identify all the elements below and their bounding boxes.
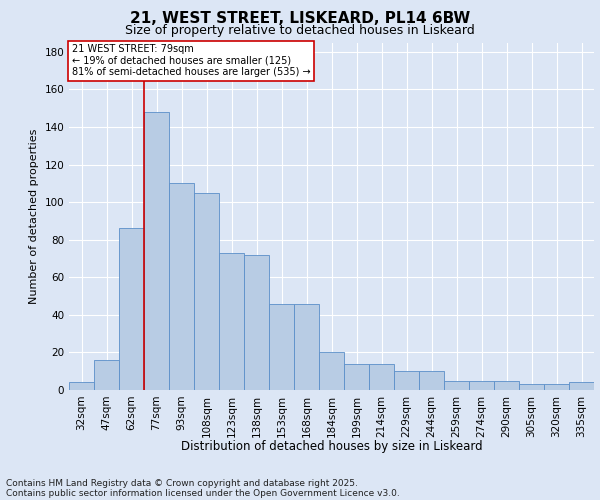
X-axis label: Distribution of detached houses by size in Liskeard: Distribution of detached houses by size … [181,440,482,453]
Bar [119,228,144,390]
Bar [194,193,219,390]
Bar [394,371,419,390]
Bar [344,364,369,390]
Bar [569,382,594,390]
Bar [219,253,244,390]
Text: Contains HM Land Registry data © Crown copyright and database right 2025.: Contains HM Land Registry data © Crown c… [6,478,358,488]
Text: Contains public sector information licensed under the Open Government Licence v3: Contains public sector information licen… [6,488,400,498]
Bar [469,380,494,390]
Bar [169,184,194,390]
Bar [144,112,169,390]
Text: 21 WEST STREET: 79sqm
← 19% of detached houses are smaller (125)
81% of semi-det: 21 WEST STREET: 79sqm ← 19% of detached … [71,44,310,78]
Bar [94,360,119,390]
Bar [444,380,469,390]
Y-axis label: Number of detached properties: Number of detached properties [29,128,39,304]
Bar [244,255,269,390]
Bar [519,384,544,390]
Bar [269,304,294,390]
Bar [369,364,394,390]
Text: Size of property relative to detached houses in Liskeard: Size of property relative to detached ho… [125,24,475,37]
Bar [69,382,94,390]
Bar [419,371,444,390]
Bar [319,352,344,390]
Bar [494,380,519,390]
Bar [544,384,569,390]
Bar [294,304,319,390]
Text: 21, WEST STREET, LISKEARD, PL14 6BW: 21, WEST STREET, LISKEARD, PL14 6BW [130,11,470,26]
